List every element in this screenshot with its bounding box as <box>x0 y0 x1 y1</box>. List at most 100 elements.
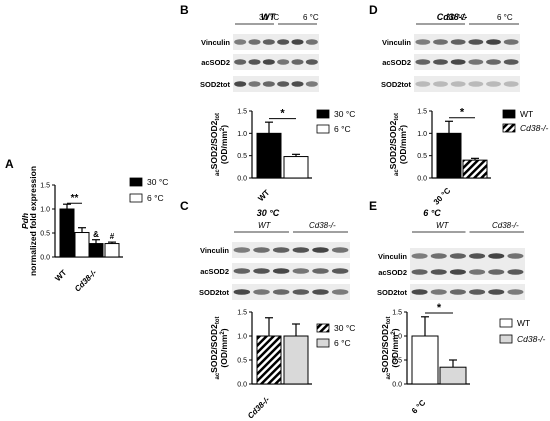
blot-band-B <box>262 59 275 65</box>
y-tick-label-E: 0.5 <box>392 358 402 365</box>
legend-label-C: 6 °C <box>334 338 351 348</box>
blot-row-label-B: acSOD2 <box>201 58 230 67</box>
blot-band-D <box>486 39 501 45</box>
y-tick-label-B: 0.5 <box>237 153 247 160</box>
blot-band-B <box>248 39 261 45</box>
y-axis-unit-C: (OD/mm2) <box>219 328 229 367</box>
legend-label-E: Cd38-/- <box>517 334 546 344</box>
blot-band-E <box>449 269 466 275</box>
y-axis-label-A-line2: normalized fold expression <box>28 166 38 276</box>
blot-band-C <box>233 268 251 274</box>
blot-band-E <box>449 253 466 259</box>
blot-band-E <box>430 289 447 295</box>
bar-B <box>256 132 282 179</box>
bar-C <box>283 335 309 385</box>
blot-band-B <box>291 39 304 45</box>
blot-band-C <box>253 247 270 253</box>
blot-band-B <box>277 59 290 65</box>
blot-strip-E <box>410 248 525 264</box>
y-axis-label-A: Pdh <box>20 213 30 229</box>
panel-letter-C: C <box>180 199 189 213</box>
blot-strip-D <box>414 54 520 70</box>
blot-band-B <box>305 81 318 87</box>
y-tick-label-E: 0.0 <box>392 382 402 389</box>
y-tick-label-A: 0.0 <box>40 255 50 262</box>
blot-row-label-D: SOD2tot <box>381 80 412 89</box>
x-tick-label-C: Cd38-/- <box>246 395 272 421</box>
blot-band-B <box>277 81 290 87</box>
blot-band-C <box>312 247 329 253</box>
y-tick-label-B: 1.0 <box>237 131 247 138</box>
y-tick-label-C: 1.5 <box>237 310 247 317</box>
legend-label-E: WT <box>517 318 530 328</box>
blot-band-D <box>450 39 466 45</box>
y-tick-label-C: 1.0 <box>237 334 247 341</box>
panel-letter-D: D <box>369 3 378 17</box>
panel-letter-B: B <box>180 3 189 17</box>
blot-band-D <box>433 81 448 87</box>
legend-swatch-D <box>502 123 516 133</box>
bar-A <box>74 232 90 258</box>
panel-title-B: WT <box>261 12 276 22</box>
bar-A <box>104 243 120 258</box>
blot-band-B <box>305 59 318 65</box>
annotation-ampersand-A: & <box>93 230 99 239</box>
legend-swatch-C <box>316 323 330 333</box>
blot-band-D <box>415 81 431 87</box>
legend-swatch-C <box>316 338 330 348</box>
blot-band-E <box>469 289 486 295</box>
legend-swatch-A <box>129 193 143 203</box>
blot-row-label-B: Vinculin <box>201 38 230 47</box>
blot-band-D <box>486 59 501 65</box>
y-axis-label-D: acSOD2/SOD2tot <box>388 113 400 176</box>
annotation-hash-A: # <box>110 232 115 241</box>
y-tick-label-B: 1.5 <box>237 109 247 116</box>
blot-band-C <box>312 289 329 295</box>
blot-band-B <box>291 59 304 65</box>
panel-E: E 6 °C WT Cd38-/- Vinculin acSOD2 SOD2tot 0.0 0.… <box>369 199 546 415</box>
legend-label-B: 6 °C <box>334 124 351 134</box>
legend-swatch-E <box>499 334 513 344</box>
y-axis-label-B: acSOD2/SOD2tot <box>209 113 221 176</box>
blot-band-C <box>272 247 290 253</box>
blot-row-label-C: acSOD2 <box>200 267 229 276</box>
blot-band-D <box>468 81 484 87</box>
x-tick-label-A: WT <box>53 268 68 283</box>
x-tick-label-D: 30 °C <box>432 186 453 207</box>
panel-letter-E: E <box>369 199 377 213</box>
blot-strip-C <box>232 242 350 258</box>
bar-D <box>436 132 462 179</box>
legend-swatch-B <box>316 124 330 134</box>
y-tick-label-D: 1.0 <box>417 131 427 138</box>
y-axis-unit-B: (OD/mm2) <box>219 125 229 164</box>
blot-band-C <box>292 268 310 274</box>
blot-band-E <box>507 269 524 275</box>
panel-letter-A: A <box>5 157 14 171</box>
blot-group-label-C: Cd38-/- <box>309 221 336 230</box>
x-tick-label-A: Cd38-/- <box>73 268 99 294</box>
y-tick-label-A: 0.5 <box>40 231 50 238</box>
blot-band-D <box>468 39 484 45</box>
blot-band-E <box>430 269 447 275</box>
blot-strip-B <box>233 34 319 50</box>
y-tick-label-A: 1.0 <box>40 207 50 214</box>
blot-band-B <box>248 59 261 65</box>
blot-group-label-C: WT <box>258 221 272 230</box>
blot-band-B <box>305 39 318 45</box>
y-axis-unit-D: (OD/mm2) <box>398 125 408 164</box>
blot-band-C <box>292 289 310 295</box>
bar-E <box>411 335 439 385</box>
significance-mark-A: ** <box>71 193 79 204</box>
blot-band-B <box>234 81 247 87</box>
blot-strip-D <box>414 76 520 92</box>
blot-band-B <box>277 39 290 45</box>
x-tick-label-E: 6 °C <box>410 398 428 416</box>
blot-band-C <box>331 268 349 274</box>
legend-label-A: 30 °C <box>147 177 168 187</box>
bar-E <box>439 366 467 385</box>
panel-title-D: Cd38-/- <box>437 12 468 22</box>
legend-label-C: 30 °C <box>334 323 355 333</box>
y-tick-label-C: 0.5 <box>237 358 247 365</box>
